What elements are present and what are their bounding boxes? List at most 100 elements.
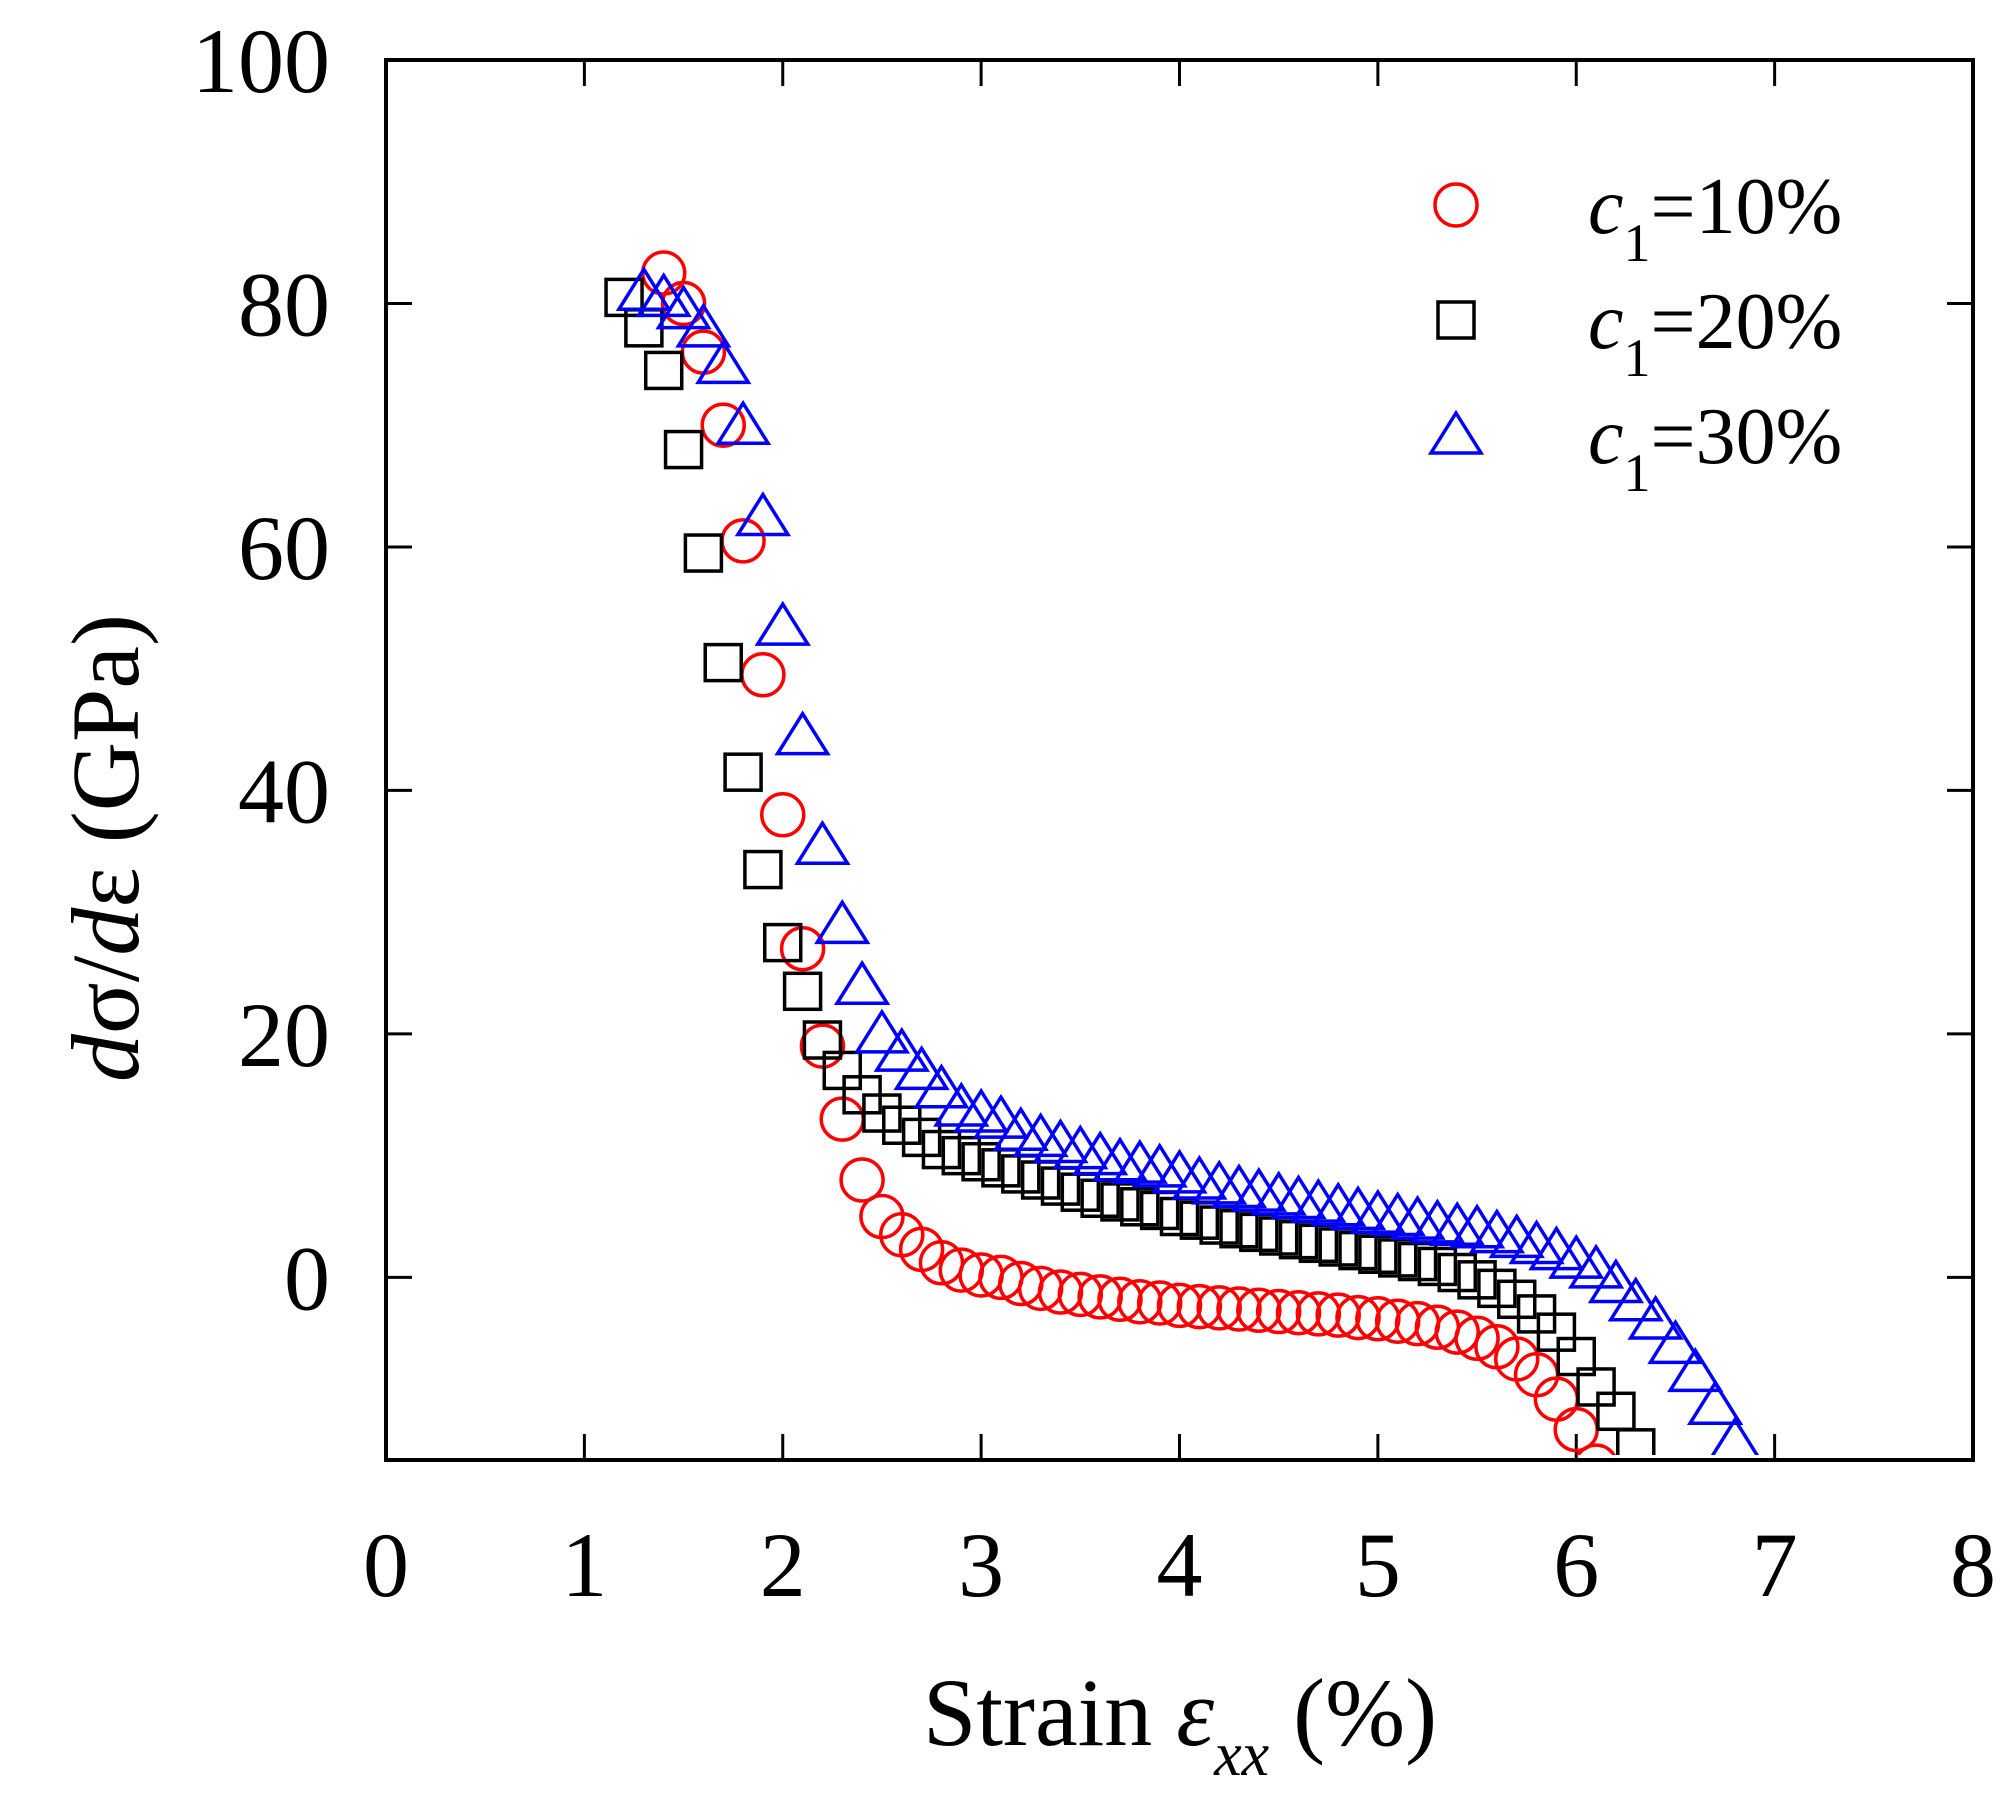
data-point [763,922,803,963]
data-point [1191,1159,1248,1205]
data-point [655,284,712,330]
data-point [754,600,811,646]
data-point [1587,1258,1645,1304]
data-point [1156,1282,1203,1329]
y-tick-label: 20 [238,984,330,1086]
data-point [1270,1174,1327,1220]
data-point [1576,1443,1616,1455]
data-point [1710,1416,1760,1455]
series-square [604,277,1656,1455]
y-axis-title-epsilon: ε [52,867,159,907]
x-tick-label: 4 [1157,1514,1203,1616]
data-point [1117,1278,1163,1325]
y-tick-label: 60 [238,497,330,599]
data-point [941,1135,982,1176]
data-point [604,277,644,318]
data-point [779,925,826,972]
data-point [1576,1367,1616,1407]
data-point [833,959,891,1005]
y-axis-title-sigma: σ/ [52,955,159,1034]
data-point [1111,1138,1168,1184]
data-point [972,1093,1030,1139]
x-axis-title-unit: (%) [1269,1659,1437,1766]
data-point [961,1141,1001,1182]
y-tick-label: 40 [238,740,330,842]
data-point [675,302,732,348]
x-tick-label: 0 [363,1514,409,1616]
data-point [1730,1462,1780,1502]
data-point [1686,1379,1744,1425]
data-point [882,1105,922,1145]
series-triangle [615,266,1780,1502]
legend-marker [1427,409,1485,455]
data-points [604,250,1780,1502]
data-point [743,849,783,890]
series-circle [640,250,1616,1455]
data-point [799,1023,846,1069]
data-point [1230,1166,1288,1212]
legend-label: c1=30% [1588,393,1842,503]
x-tick-label: 6 [1553,1514,1599,1616]
data-point [635,272,692,318]
data-point [1596,1391,1636,1432]
data-point [1176,1283,1223,1330]
x-axis-title-symbol: ε [1176,1659,1214,1766]
data-point [1536,1312,1577,1352]
legend-entry: c1=20% [1436,278,1842,388]
data-point [1434,1309,1480,1355]
legend: c1=10%c1=20%c1=30% [1427,163,1842,503]
data-point [1477,1268,1517,1309]
legend-marker [1436,300,1476,340]
data-point [695,339,752,385]
y-tick-labels: 0 20 40 60 80 100 [192,10,330,1329]
data-point [1647,1319,1704,1365]
tick-marks [384,58,1975,1460]
data-point [714,399,772,445]
data-point [1310,1181,1367,1227]
data-point [794,819,851,865]
plot-area-frame [384,58,1975,1462]
data-point [814,899,871,945]
data-point [1468,1208,1526,1254]
data-point [1136,1280,1183,1326]
data-point [1567,1243,1625,1289]
data-point [1454,1315,1500,1362]
data-point [1389,1194,1446,1240]
legend-label: c1=10% [1588,163,1842,273]
y-axis-title-d2: d [52,907,159,956]
x-tick-label: 2 [760,1514,806,1616]
data-point [913,1063,970,1109]
y-tick-label: 0 [284,1227,330,1329]
data-point [819,1096,866,1142]
data-point [1120,1187,1160,1227]
data-point [1496,1279,1537,1320]
x-axis-title-main: Strain [923,1659,1176,1766]
data-point [1290,1177,1347,1223]
data-point [921,1129,962,1170]
x-tick-label: 5 [1355,1514,1401,1616]
data-point [1250,1170,1307,1216]
data-point [893,1045,950,1091]
data-point [901,1117,942,1158]
data-point [1457,1260,1497,1300]
data-point [1616,1428,1656,1455]
x-axis-title-subscript: xx [1213,1721,1270,1789]
data-point [1315,1292,1361,1338]
data-point [1097,1276,1143,1323]
x-tick-label: 7 [1752,1514,1798,1616]
data-point [853,1008,911,1054]
y-axis-title: dσ/dε (GPa) [52,614,159,1082]
data-point [1216,1286,1262,1332]
data-point [1437,1252,1477,1293]
legend-entry: c1=30% [1427,393,1842,503]
y-tick-label: 80 [238,253,330,355]
data-point [802,1020,843,1060]
data-point [1448,1203,1506,1249]
data-point [1429,1200,1486,1247]
data-point [643,350,684,391]
data-point [862,1093,902,1133]
data-point [774,710,831,756]
data-point [1295,1291,1342,1337]
data-point [663,429,704,470]
